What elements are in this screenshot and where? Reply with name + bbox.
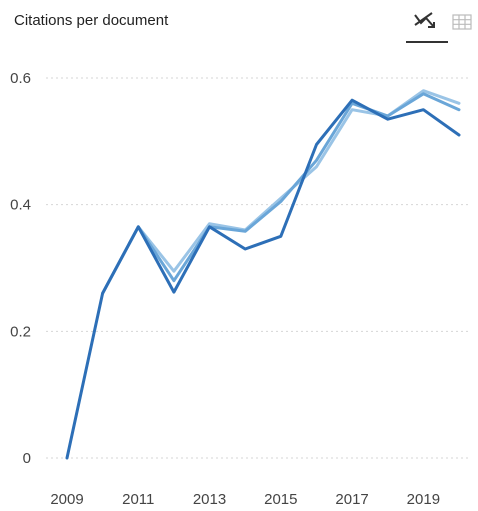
x-tick-label: 2009 [50, 491, 83, 508]
chart-view-button[interactable] [407, 6, 443, 38]
y-tick-label: 0.4 [10, 197, 31, 214]
y-tick-label: 0.6 [10, 70, 31, 87]
table-grid-icon [452, 14, 472, 30]
x-tick-label: 2017 [335, 491, 368, 508]
x-tick-label: 2015 [264, 491, 297, 508]
chart-header: Citations per document [0, 0, 478, 44]
x-tick-label: 2019 [407, 491, 440, 508]
x-tick-label: 2013 [193, 491, 226, 508]
series-line-2 [101, 92, 461, 295]
y-tick-label: 0 [23, 450, 31, 467]
x-tick-label: 2011 [122, 491, 154, 508]
chart-title: Citations per document [14, 12, 169, 29]
series-line-1 [101, 89, 461, 295]
series-line-3 [65, 98, 461, 460]
table-view-button[interactable] [449, 6, 475, 38]
y-tick-label: 0.2 [10, 323, 31, 340]
line-chart-icon [414, 12, 435, 28]
active-view-underline [406, 41, 448, 43]
